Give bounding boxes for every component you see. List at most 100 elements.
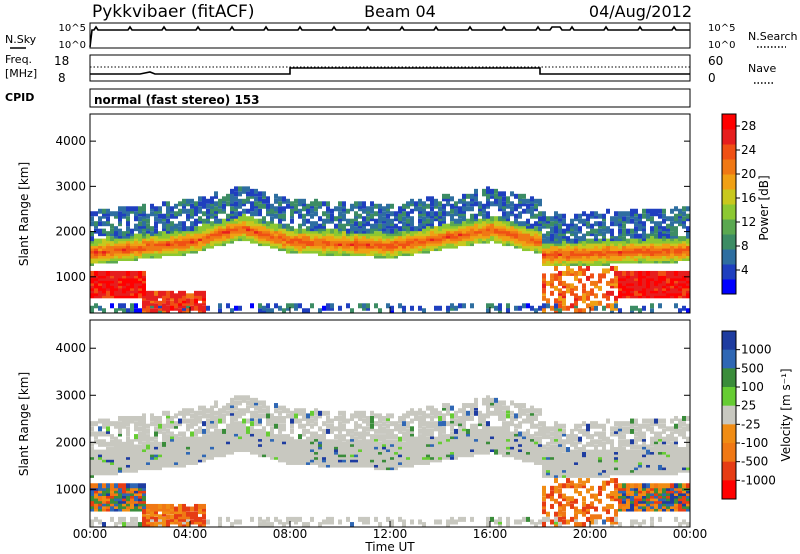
power-cell: [258, 218, 262, 224]
velocity-cell: [282, 447, 286, 453]
velocity-cell: [354, 441, 358, 447]
velocity-cell: [310, 431, 314, 437]
power-cell: [658, 213, 662, 219]
power-cell: [154, 216, 158, 222]
velocity-cell: [110, 421, 114, 427]
velocity-cell: [262, 519, 266, 525]
velocity-cell: [402, 454, 406, 460]
velocity-cell: [442, 441, 446, 447]
power-cell: [426, 226, 430, 232]
power-cell: [282, 308, 286, 314]
velocity-cell: [406, 441, 410, 447]
velocity-cell: [122, 485, 126, 491]
velocity-cell: [166, 454, 170, 460]
velocity-cell: [234, 423, 238, 429]
velocity-cell: [142, 501, 146, 507]
power-cell: [566, 288, 570, 294]
power-cell: [246, 216, 250, 222]
velocity-cell: [134, 421, 138, 427]
power-cell: [158, 213, 162, 219]
velocity-cell: [450, 413, 454, 419]
power-cell: [318, 216, 322, 222]
velocity-cell: [190, 418, 194, 424]
velocity-cell: [98, 485, 102, 491]
velocity-cell: [346, 459, 350, 465]
velocity-cell: [438, 434, 442, 440]
velocity-cell: [114, 467, 118, 473]
velocity-cell: [486, 405, 490, 411]
velocity-cell: [446, 403, 450, 409]
power-cell: [510, 206, 514, 212]
power-cell: [622, 236, 626, 242]
power-cell: [666, 216, 670, 222]
velocity-cell: [138, 462, 142, 468]
y-tick-label: 2000: [55, 225, 86, 239]
velocity-cell: [98, 467, 102, 473]
velocity-cell: [454, 447, 458, 453]
velocity-cell: [314, 441, 318, 447]
velocity-cell: [390, 449, 394, 455]
power-cell: [326, 201, 330, 207]
velocity-cell: [266, 436, 270, 442]
velocity-cell: [474, 428, 478, 434]
power-cell: [534, 198, 538, 204]
velocity-cell: [166, 506, 170, 512]
velocity-cell: [318, 436, 322, 442]
power-cell: [446, 211, 450, 217]
power-cell: [162, 201, 166, 207]
nave-label: Nave: [748, 62, 776, 75]
velocity-cell: [414, 441, 418, 447]
velocity-cell: [386, 516, 390, 522]
velocity-cell: [238, 395, 242, 401]
power-cell: [190, 293, 194, 299]
velocity-cell: [434, 421, 438, 427]
nave-tick-top: 60: [708, 54, 723, 68]
velocity-cell: [194, 511, 198, 517]
velocity-cell: [110, 503, 114, 509]
power-cell: [570, 238, 574, 244]
velocity-cell: [170, 434, 174, 440]
velocity-cell: [230, 405, 234, 411]
velocity-cell: [186, 459, 190, 465]
power-cell: [386, 228, 390, 234]
velocity-cell: [282, 522, 286, 528]
velocity-cell: [98, 465, 102, 471]
velocity-cell: [418, 423, 422, 429]
velocity-cell: [290, 444, 294, 450]
power-cell: [338, 206, 342, 212]
power-cell: [682, 236, 686, 242]
power-cell: [586, 221, 590, 227]
velocity-cell: [234, 415, 238, 421]
power-cell: [442, 193, 446, 199]
velocity-cell: [94, 454, 98, 460]
power-cell: [682, 270, 686, 276]
power-cell: [566, 223, 570, 229]
power-cell: [314, 211, 318, 217]
velocity-cell: [342, 423, 346, 429]
velocity-cell: [110, 516, 114, 522]
velocity-cell: [314, 454, 318, 460]
velocity-cell: [386, 465, 390, 471]
power-cell: [166, 218, 170, 224]
velocity-cell: [422, 436, 426, 442]
velocity-cell: [402, 459, 406, 465]
velocity-cell: [130, 501, 134, 507]
velocity-cell: [414, 457, 418, 463]
power-cell: [410, 216, 414, 222]
power-cell: [166, 201, 170, 207]
velocity-cell: [318, 441, 322, 447]
velocity-cell: [450, 516, 454, 522]
velocity-cell: [182, 431, 186, 437]
velocity-cell: [174, 434, 178, 440]
freq-line: [90, 67, 690, 75]
power-cell: [214, 206, 218, 212]
velocity-cell: [238, 434, 242, 440]
velocity-cell: [378, 459, 382, 465]
velocity-cell: [198, 454, 202, 460]
velocity-cell: [194, 436, 198, 442]
velocity-cell: [414, 459, 418, 465]
power-cell: [366, 206, 370, 212]
velocity-cell: [366, 454, 370, 460]
velocity-cell: [438, 426, 442, 432]
power-cell: [542, 238, 546, 244]
